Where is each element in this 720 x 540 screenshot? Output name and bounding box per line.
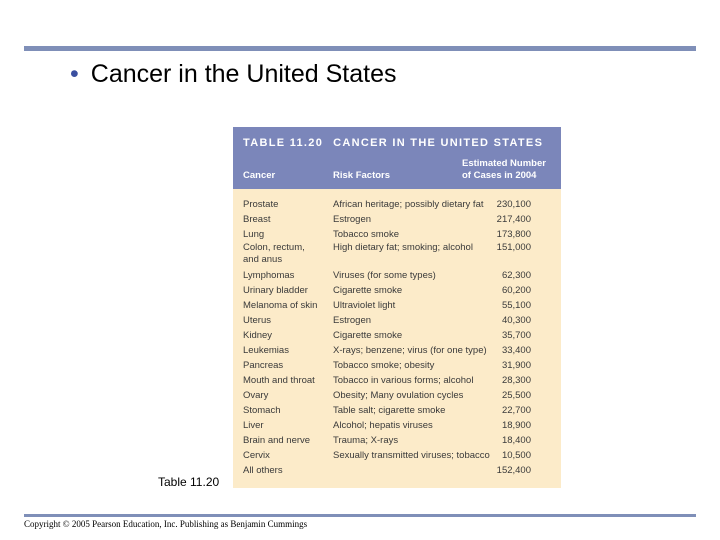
risk-factors-cell: High dietary fat; smoking; alcohol (333, 242, 473, 253)
cancer-type-cell: All others (243, 465, 283, 476)
table-row: Pancreas Tobacco smoke; obesity 31,900 (233, 358, 561, 373)
table-row: Brain and nerve Trauma; X-rays 18,400 (233, 433, 561, 448)
cancer-type-cell: Lymphomas (243, 270, 295, 281)
copyright-notice: Copyright © 2005 Pearson Education, Inc.… (24, 519, 308, 529)
risk-factors-cell: African heritage; possibly dietary fat (333, 199, 484, 210)
estimated-cases-cell: 217,400 (496, 214, 531, 225)
estimated-cases-cell: 173,800 (496, 229, 531, 240)
cancer-type-cell: Ovary (243, 390, 269, 401)
estimated-cases-cell: 22,700 (501, 405, 531, 416)
risk-factors-cell: Estrogen (333, 315, 372, 326)
cancer-type-cell: Breast (243, 214, 271, 225)
table-row: Lung Tobacco smoke 173,800 (233, 227, 561, 242)
table-row: Melanoma of skin Ultraviolet light 55,100 (233, 298, 561, 313)
estimated-cases-cell: 40,300 (501, 315, 531, 326)
estimated-cases-cell: 230,100 (496, 199, 531, 210)
table-row: Uterus Estrogen 40,300 (233, 313, 561, 328)
cancer-type-cell: Stomach (243, 405, 281, 416)
table-row: Ovary Obesity; Many ovulation cycles 25,50… (233, 388, 561, 403)
cancer-type-cell: Liver (243, 420, 264, 431)
table-caption: TABLE 11.20 CANCER IN THE UNITED STATES (243, 137, 543, 149)
column-header-risk-factors: Risk Factors (333, 170, 391, 181)
top-divider (24, 46, 696, 51)
risk-factors-cell: Sexually transmitted viruses; tobacco (333, 450, 490, 461)
cancer-type-cell: Mouth and throat (243, 375, 315, 386)
table-row: Cervix Sexually transmitted viruses; toba… (233, 448, 561, 463)
column-header-cancer: Cancer (243, 170, 276, 181)
cancer-type-cell: Colon, rectum, and anus (243, 242, 305, 265)
table-body: Prostate African heritage; possibly dieta… (233, 197, 561, 478)
slide-title-text: Cancer in the United States (90, 60, 397, 88)
estimated-cases-cell: 55,100 (501, 300, 531, 311)
estimated-cases-cell: 18,400 (501, 435, 531, 446)
cancer-type-cell: Lung (243, 229, 265, 240)
cancer-table: TABLE 11.20 CANCER IN THE UNITED STATES C… (233, 127, 561, 488)
risk-factors-cell: Alcohol; hepatis viruses (333, 420, 433, 431)
table-row: Prostate African heritage; possibly dieta… (233, 197, 561, 212)
estimated-cases-cell: 35,700 (501, 330, 531, 341)
table-row: All others 152,400 (233, 463, 561, 478)
cancer-type-cell: Leukemias (243, 345, 289, 356)
estimated-cases-cell: 31,900 (501, 360, 531, 371)
estimated-cases-cell: 152,400 (496, 465, 531, 476)
risk-factors-cell: Table salt; cigarette smoke (333, 405, 446, 416)
risk-factors-cell: Tobacco in various forms; alcohol (333, 375, 474, 386)
risk-factors-cell: Trauma; X-rays (333, 435, 399, 446)
cancer-type-cell: Kidney (243, 330, 273, 341)
estimated-cases-cell: 151,000 (496, 242, 531, 253)
table-row: Kidney Cigarette smoke 35,700 (233, 328, 561, 343)
cancer-type-cell: Brain and nerve (243, 435, 311, 446)
estimated-cases-cell: 62,300 (501, 270, 531, 281)
estimated-cases-cell: 10,500 (501, 450, 531, 461)
risk-factors-cell: X-rays; benzene; virus (for one type) (333, 345, 487, 356)
estimated-cases-cell: 60,200 (501, 285, 531, 296)
risk-factors-cell: Viruses (for some types) (333, 270, 436, 281)
bullet-icon: • (70, 60, 79, 88)
risk-factors-cell: Cigarette smoke (333, 330, 403, 341)
cancer-type-cell: Urinary bladder (243, 285, 308, 296)
table-header: TABLE 11.20 CANCER IN THE UNITED STATES C… (233, 127, 561, 189)
risk-factors-cell: Tobacco smoke; obesity (333, 360, 435, 371)
column-header-estimated-cases: Estimated Number of Cases in 2004 (462, 158, 546, 181)
estimated-cases-cell: 18,900 (501, 420, 531, 431)
cancer-type-cell: Uterus (243, 315, 271, 326)
bottom-divider (24, 514, 696, 517)
estimated-cases-cell: 28,300 (501, 375, 531, 386)
cancer-type-cell: Pancreas (243, 360, 284, 371)
cancer-type-cell: Cervix (243, 450, 270, 461)
table-row: Mouth and throat Tobacco in various forms… (233, 373, 561, 388)
risk-factors-cell: Tobacco smoke (333, 229, 400, 240)
table-label: Table 11.20 (158, 475, 220, 489)
estimated-cases-cell: 25,500 (501, 390, 531, 401)
slide-title: • Cancer in the United States (70, 60, 397, 89)
table-row: Leukemias X-rays; benzene; virus (for one… (233, 343, 561, 358)
risk-factors-cell: Obesity; Many ovulation cycles (333, 390, 464, 401)
risk-factors-cell: Cigarette smoke (333, 285, 403, 296)
table-row: Breast Estrogen 217,400 (233, 212, 561, 227)
table-row: Stomach Table salt; cigarette smoke 22,700 (233, 403, 561, 418)
table-row: Lymphomas Viruses (for some types) 62,300 (233, 268, 561, 283)
cancer-type-cell: Melanoma of skin (243, 300, 318, 311)
risk-factors-cell: Estrogen (333, 214, 372, 225)
table-caption-title: CANCER IN THE UNITED STATES (333, 137, 544, 149)
table-row: Colon, rectum, and anus High dietary fat;… (233, 242, 561, 268)
table-row: Liver Alcohol; hepatis viruses 18,900 (233, 418, 561, 433)
risk-factors-cell: Ultraviolet light (333, 300, 396, 311)
cancer-type-cell: Prostate (243, 199, 279, 210)
estimated-cases-cell: 33,400 (501, 345, 531, 356)
table-row: Urinary bladder Cigarette smoke 60,200 (233, 283, 561, 298)
table-caption-number: TABLE 11.20 (243, 137, 324, 149)
